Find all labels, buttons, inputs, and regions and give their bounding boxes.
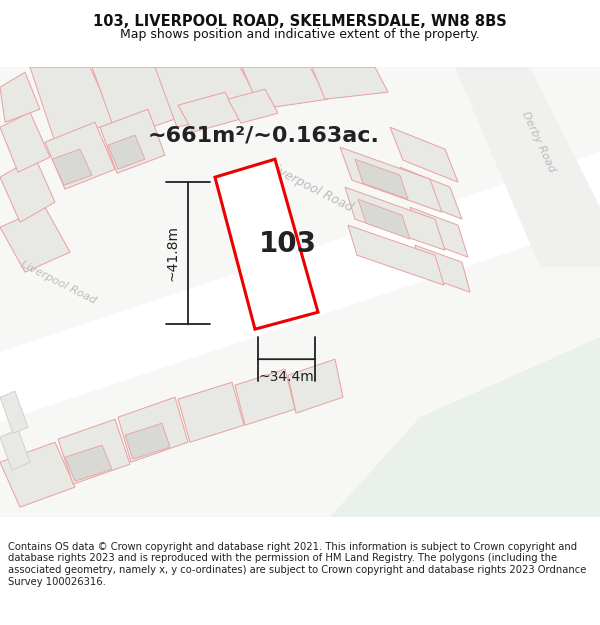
- Text: ~41.8m: ~41.8m: [165, 225, 179, 281]
- Text: Liverpool Road: Liverpool Road: [266, 160, 355, 214]
- Polygon shape: [108, 135, 145, 169]
- Polygon shape: [155, 67, 262, 128]
- Polygon shape: [0, 208, 70, 272]
- Polygon shape: [0, 72, 40, 122]
- Polygon shape: [0, 67, 600, 517]
- Polygon shape: [288, 359, 343, 413]
- Polygon shape: [52, 149, 92, 185]
- Polygon shape: [0, 157, 55, 222]
- Polygon shape: [242, 67, 328, 109]
- Polygon shape: [65, 445, 112, 481]
- Polygon shape: [0, 442, 75, 508]
- Polygon shape: [45, 122, 115, 189]
- Polygon shape: [0, 152, 600, 423]
- Text: Derby Road: Derby Road: [520, 110, 556, 174]
- Text: 103, LIVERPOOL ROAD, SKELMERSDALE, WN8 8BS: 103, LIVERPOOL ROAD, SKELMERSDALE, WN8 8…: [93, 14, 507, 29]
- Polygon shape: [215, 159, 318, 329]
- Polygon shape: [178, 92, 240, 132]
- Polygon shape: [312, 67, 388, 99]
- Polygon shape: [400, 167, 462, 219]
- Polygon shape: [410, 208, 468, 258]
- Text: Liverpool Road: Liverpool Road: [19, 259, 97, 306]
- Polygon shape: [455, 67, 600, 268]
- Polygon shape: [30, 67, 115, 142]
- Polygon shape: [0, 112, 50, 172]
- Polygon shape: [330, 338, 600, 517]
- Polygon shape: [118, 398, 188, 462]
- Text: ~34.4m: ~34.4m: [259, 370, 314, 384]
- Polygon shape: [235, 369, 295, 425]
- Text: Map shows position and indicative extent of the property.: Map shows position and indicative extent…: [120, 28, 480, 41]
- Polygon shape: [228, 89, 278, 123]
- Polygon shape: [415, 245, 470, 292]
- Text: Contains OS data © Crown copyright and database right 2021. This information is : Contains OS data © Crown copyright and d…: [8, 542, 586, 587]
- Polygon shape: [100, 109, 165, 173]
- Polygon shape: [92, 67, 180, 139]
- Polygon shape: [358, 199, 410, 239]
- Polygon shape: [125, 423, 170, 459]
- Polygon shape: [355, 159, 408, 199]
- Polygon shape: [345, 188, 445, 250]
- Text: ~661m²/~0.163ac.: ~661m²/~0.163ac.: [148, 125, 380, 145]
- Polygon shape: [0, 391, 28, 433]
- Polygon shape: [178, 382, 244, 442]
- Polygon shape: [348, 225, 444, 285]
- Polygon shape: [0, 429, 30, 470]
- Polygon shape: [340, 147, 442, 212]
- Polygon shape: [58, 419, 130, 484]
- Polygon shape: [390, 127, 458, 182]
- Text: 103: 103: [259, 231, 317, 259]
